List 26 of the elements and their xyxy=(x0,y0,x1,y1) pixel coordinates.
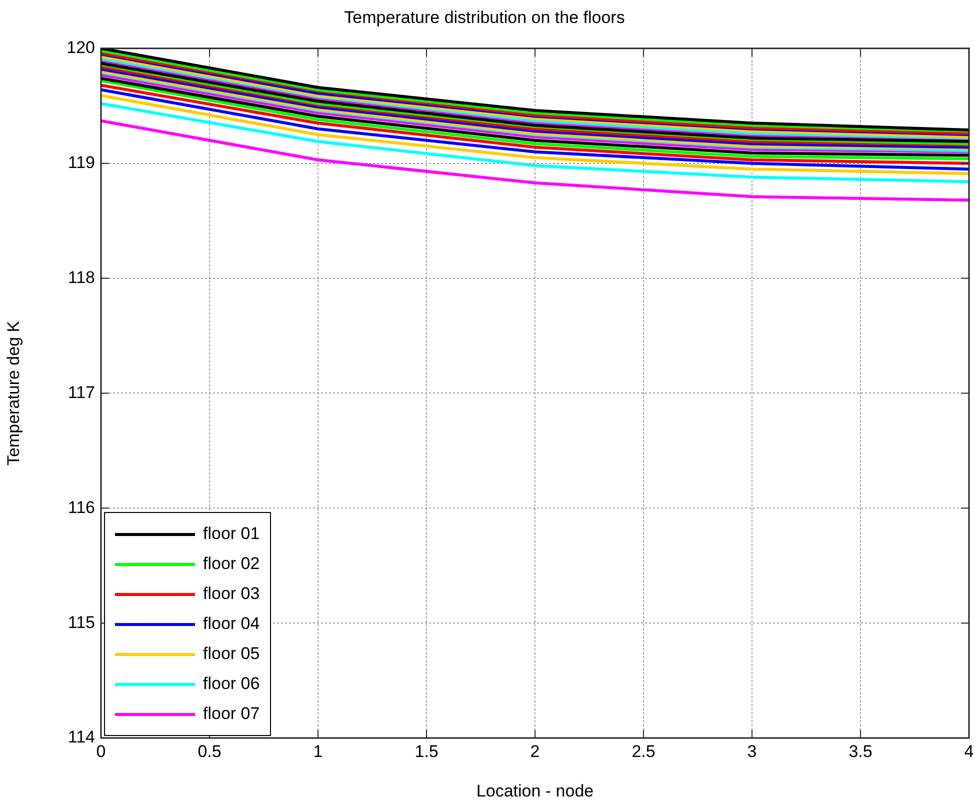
x-tick-label: 1 xyxy=(313,742,323,761)
legend-label: floor 02 xyxy=(203,554,260,574)
x-tick-label: 0 xyxy=(96,742,106,761)
x-tick-label: 1.5 xyxy=(414,742,438,761)
legend-label: floor 07 xyxy=(203,704,260,724)
y-tick-label: 119 xyxy=(68,153,95,172)
x-tick-label: 3.5 xyxy=(848,742,872,761)
y-tick-label: 114 xyxy=(68,728,95,747)
legend-label: floor 05 xyxy=(203,644,260,664)
y-tick-label: 117 xyxy=(68,382,95,402)
x-tick-label: 2 xyxy=(530,742,540,761)
x-tick-label: 0.5 xyxy=(198,742,222,761)
x-tick-label: 3 xyxy=(747,742,757,761)
legend-label: floor 04 xyxy=(203,614,260,634)
y-tick-label: 115 xyxy=(68,612,95,632)
x-tick-label: 2.5 xyxy=(632,742,656,761)
legend-label: floor 03 xyxy=(203,584,260,604)
x-tick-label: 4 xyxy=(964,742,974,761)
legend-label: floor 01 xyxy=(203,524,260,544)
legend-label: floor 06 xyxy=(203,674,260,694)
chart-title: Temperature distribution on the floors xyxy=(344,8,625,27)
x-axis-title: Location - node xyxy=(476,781,594,800)
y-tick-label: 118 xyxy=(68,268,95,287)
y-axis-title: Temperature deg K xyxy=(4,320,23,466)
y-tick-label: 116 xyxy=(68,498,95,517)
y-tick-label: 120 xyxy=(66,38,95,58)
